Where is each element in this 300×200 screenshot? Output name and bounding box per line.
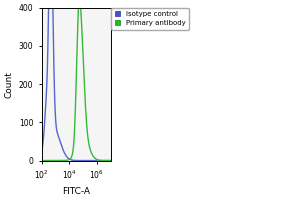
- Y-axis label: Count: Count: [4, 71, 13, 98]
- X-axis label: FITC-A: FITC-A: [62, 187, 90, 196]
- Legend: Isotype control, Primary antibody: Isotype control, Primary antibody: [111, 8, 189, 30]
